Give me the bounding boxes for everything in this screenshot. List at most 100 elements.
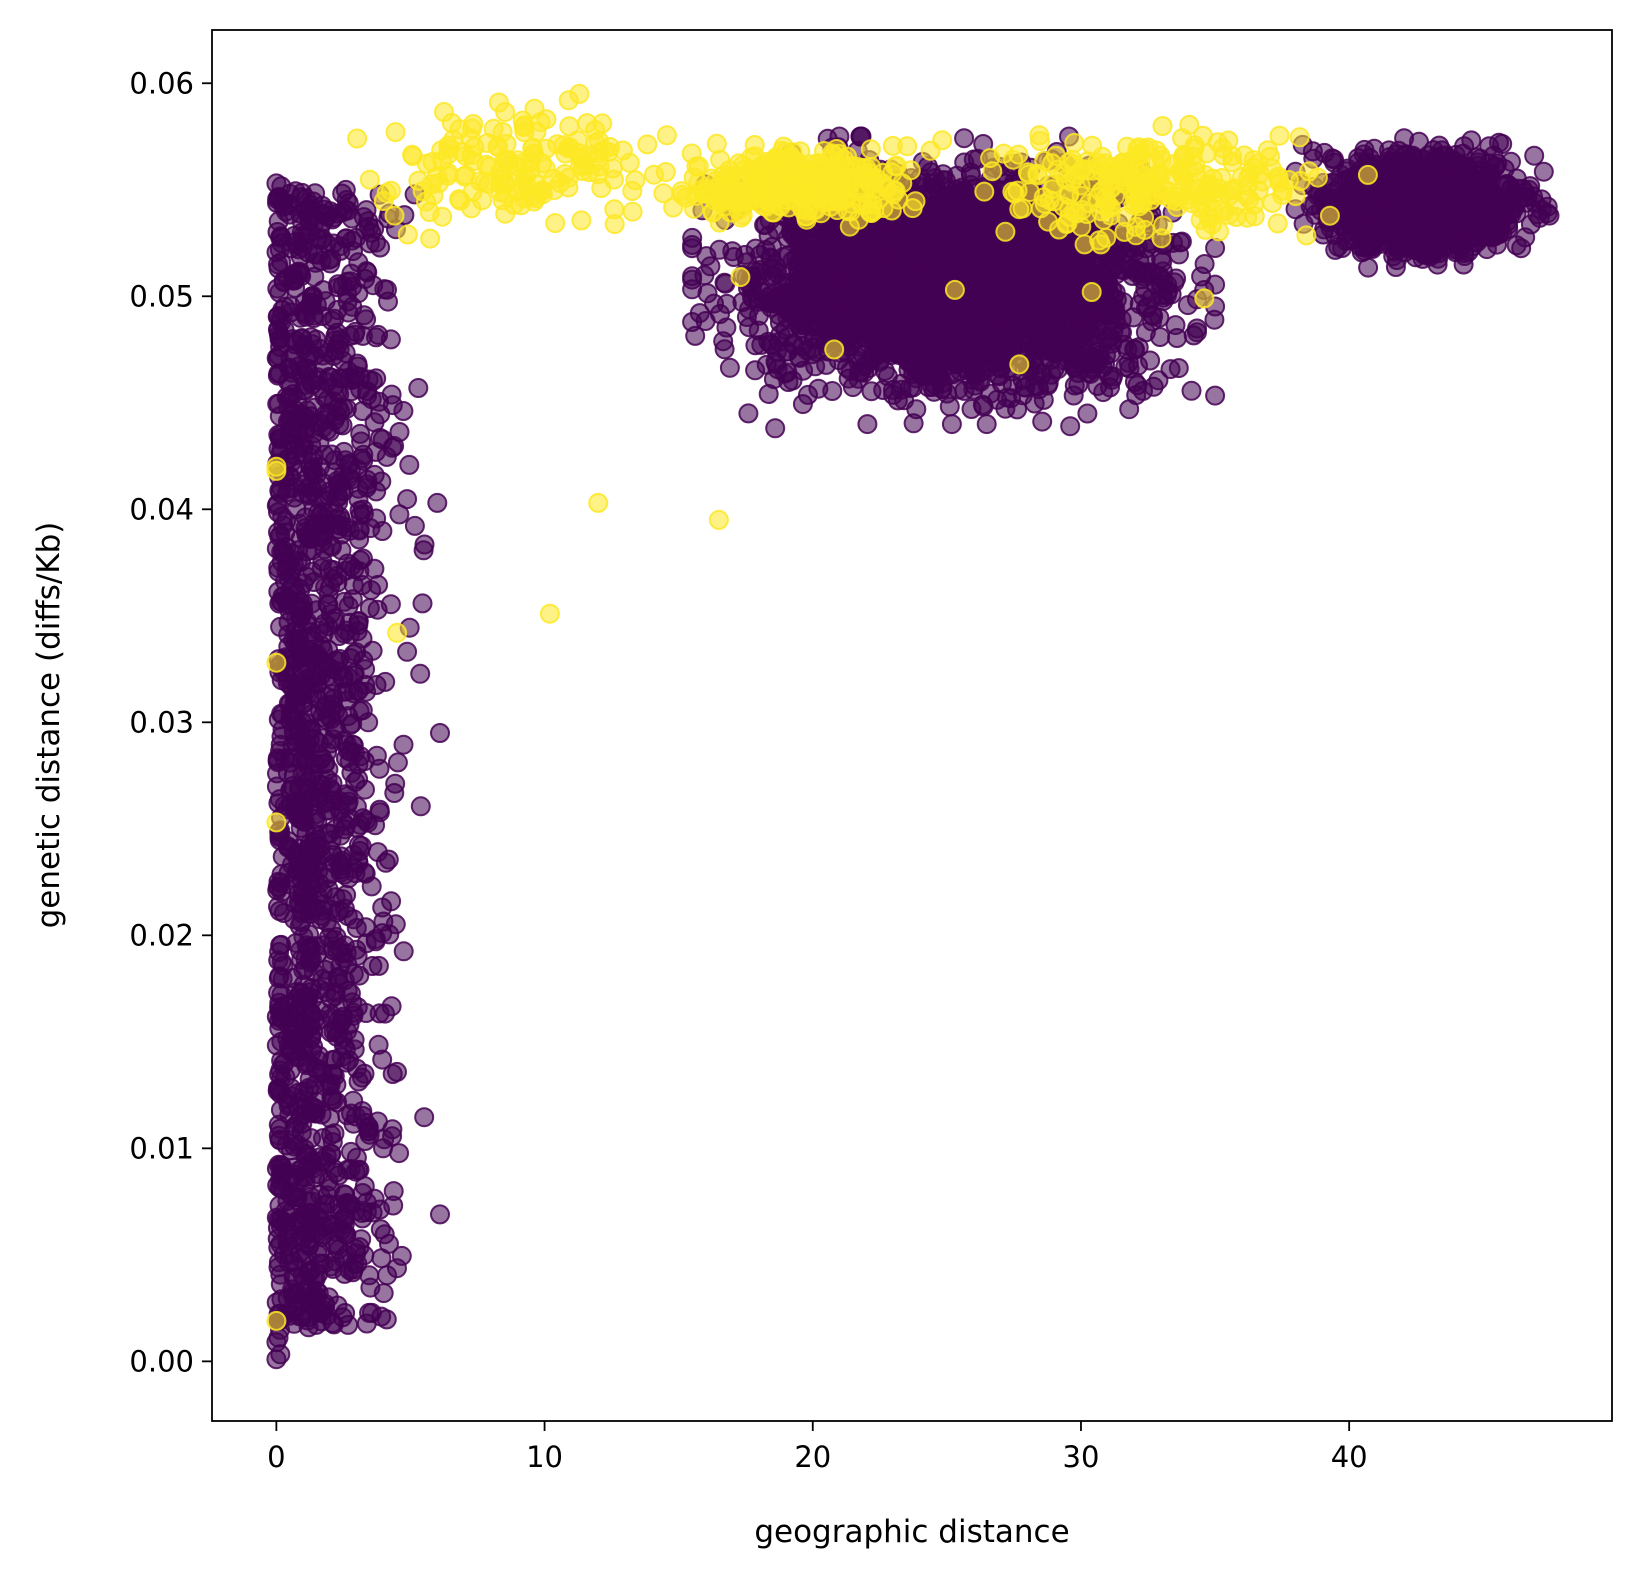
data-point (280, 296, 301, 317)
data-point (356, 261, 377, 282)
data-point (1038, 373, 1059, 394)
data-point (1177, 295, 1198, 316)
data-point (802, 344, 823, 365)
data-point (343, 735, 364, 756)
data-point (974, 305, 995, 326)
data-point (982, 335, 1003, 356)
data-point (1115, 356, 1136, 377)
data-point (344, 559, 365, 579)
data-point (393, 941, 414, 962)
data-point (694, 265, 715, 286)
data-point (387, 752, 408, 773)
data-point (354, 305, 375, 326)
data-point (349, 500, 370, 521)
data-point (318, 1287, 339, 1308)
data-point (317, 1185, 338, 1206)
data-point (855, 232, 876, 253)
data-point (326, 1074, 347, 1095)
data-point (278, 624, 299, 645)
data-point (378, 849, 399, 870)
data-point (377, 1265, 398, 1286)
data-point (275, 571, 295, 592)
data-point (355, 779, 375, 800)
data-point (361, 580, 382, 601)
data-point (365, 929, 386, 949)
data-point (319, 800, 340, 821)
data-point (306, 1099, 327, 1120)
data-point (397, 641, 418, 662)
data-point (283, 1287, 304, 1308)
data-point (381, 996, 402, 1017)
data-point (1031, 311, 1052, 332)
data-point (317, 594, 338, 614)
data-point (397, 489, 418, 510)
data-point (269, 789, 290, 810)
data-point (332, 1009, 353, 1030)
data-point (334, 819, 355, 840)
data-point (348, 611, 369, 632)
data-point (307, 829, 327, 850)
data-point (365, 815, 386, 836)
data-point (297, 778, 318, 799)
data-point (286, 1029, 307, 1050)
data-point (315, 577, 336, 598)
data-point (873, 380, 894, 400)
data-point (1205, 238, 1226, 258)
data-point (359, 1265, 380, 1286)
data-point (368, 955, 389, 976)
data-point (371, 471, 392, 492)
data-point (1533, 161, 1554, 182)
data-point (789, 270, 810, 291)
data-point (352, 401, 373, 421)
data-point (792, 394, 813, 415)
data-point (1058, 245, 1078, 266)
data-point (857, 414, 878, 435)
data-point (376, 1309, 397, 1330)
data-point (410, 663, 431, 684)
data-point (796, 298, 817, 319)
data-point (300, 1186, 321, 1207)
data-point (352, 325, 373, 346)
data-point (288, 1172, 309, 1192)
data-point (267, 348, 288, 369)
data-point (697, 283, 718, 304)
data-point (312, 1061, 333, 1082)
data-point (1056, 334, 1077, 355)
data-point (379, 1233, 399, 1254)
data-point (293, 926, 314, 947)
data-point (791, 318, 812, 339)
data-point (1026, 228, 1046, 248)
data-point (393, 734, 414, 755)
data-point (1160, 359, 1181, 380)
data-point (328, 661, 349, 682)
data-point (307, 1243, 328, 1264)
data-point (290, 263, 311, 284)
data-point (369, 758, 390, 779)
data-point (414, 1107, 435, 1128)
data-point (809, 267, 830, 288)
data-point (378, 291, 398, 312)
data-point (903, 226, 923, 247)
data-point (344, 1039, 365, 1060)
data-point (294, 1139, 315, 1160)
data-point (1137, 262, 1157, 283)
data-point (337, 954, 358, 975)
data-point (382, 1064, 403, 1084)
data-point (271, 1007, 292, 1028)
data-point (954, 128, 975, 149)
data-point (412, 593, 433, 614)
scatter-points (266, 83, 1560, 1370)
data-point (333, 481, 354, 502)
data-point (1205, 385, 1226, 406)
data-point (682, 312, 703, 332)
data-point (399, 454, 420, 475)
data-point (333, 350, 354, 371)
data-point (930, 303, 951, 324)
data-point (276, 536, 297, 557)
data-point (736, 307, 757, 327)
data-point (292, 987, 313, 1008)
data-point (326, 322, 347, 343)
data-point (404, 515, 425, 536)
data-point (1100, 295, 1120, 315)
data-point (1087, 354, 1107, 375)
